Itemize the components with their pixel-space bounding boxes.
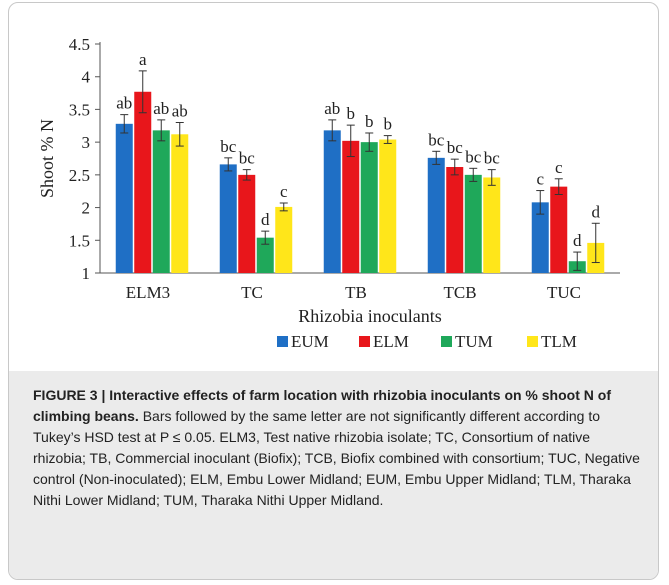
significance-letter: c [280, 182, 288, 201]
legend-label: EUM [291, 332, 329, 351]
significance-letter: bc [465, 147, 482, 166]
bar [446, 167, 464, 273]
legend-label: ELM [373, 332, 409, 351]
bar-groups [115, 70, 605, 274]
bar [115, 123, 133, 273]
y-axis-title: Shoot % N [37, 119, 57, 198]
bar [427, 157, 445, 273]
significance-letter: d [261, 210, 270, 229]
y-tick-label: 2 [82, 199, 91, 218]
significance-letter: b [347, 104, 356, 123]
x-axis-title: Rhizobia inoculants [298, 306, 441, 326]
chart-legend: EUM ELM TUM TLM [277, 332, 577, 351]
significance-letter: b [384, 115, 393, 134]
significance-letter: b [365, 112, 374, 131]
legend-label: TUM [455, 332, 493, 351]
y-tick-label: 1 [82, 264, 91, 283]
caption-title: FIGURE 3 | Interactive effects of farm l… [33, 387, 611, 424]
significance-letter: a [139, 50, 147, 69]
x-tick-label: TUC [547, 283, 581, 302]
significance-letter: c [555, 158, 563, 177]
significance-letter: bc [447, 138, 464, 157]
y-tick-label: 4 [82, 68, 91, 87]
bar [134, 91, 152, 274]
bar-chart: 4.5 4 3.5 3 2.5 2 1.5 1 Shoot % N Rhizobia inocu… [37, 35, 620, 351]
x-tick-label: TC [241, 283, 263, 302]
significance-letter: ab [172, 102, 188, 121]
significance-letter: ab [153, 99, 169, 118]
significance-letter: c [536, 170, 544, 189]
bar [379, 139, 397, 273]
y-tick-label: 3 [82, 133, 91, 152]
bar [464, 174, 482, 273]
figure-panel: 4.5 4 3.5 3 2.5 2 1.5 1 Shoot % N Rhizobia inocu… [8, 2, 659, 580]
y-tick-label: 4.5 [69, 35, 90, 54]
legend-swatch [277, 336, 288, 347]
significance-letter: bc [484, 149, 501, 168]
bar [550, 186, 568, 273]
y-tick-label: 1.5 [69, 231, 90, 250]
bar [342, 140, 360, 273]
significance-letter: bc [220, 137, 237, 156]
bar [275, 206, 293, 273]
significance-letter: bc [428, 130, 445, 149]
bar [531, 202, 549, 273]
bar [219, 164, 237, 273]
x-tick-label: ELM3 [126, 283, 170, 302]
caption-background [9, 371, 658, 579]
y-tick-label: 2.5 [69, 166, 90, 185]
bar [171, 134, 189, 273]
legend-swatch [441, 336, 452, 347]
bar [238, 174, 256, 273]
figure-caption: FIGURE 3 | Interactive effects of farm l… [33, 385, 643, 511]
bar [360, 142, 378, 273]
bar [483, 177, 501, 273]
bar [256, 237, 274, 273]
legend-swatch [527, 336, 538, 347]
x-tick-label: TCB [443, 283, 476, 302]
significance-letter: d [592, 202, 601, 221]
significance-letter: ab [324, 99, 340, 118]
significance-letter: ab [116, 94, 132, 113]
x-tick-label: TB [345, 283, 367, 302]
caption-body: Bars followed by the same letter are not… [33, 408, 640, 508]
significance-letter: d [573, 231, 582, 250]
legend-label: TLM [541, 332, 577, 351]
bar [152, 130, 170, 273]
significance-letter: bc [239, 149, 256, 168]
bar [323, 130, 341, 273]
y-tick-label: 3.5 [69, 100, 90, 119]
legend-swatch [359, 336, 370, 347]
